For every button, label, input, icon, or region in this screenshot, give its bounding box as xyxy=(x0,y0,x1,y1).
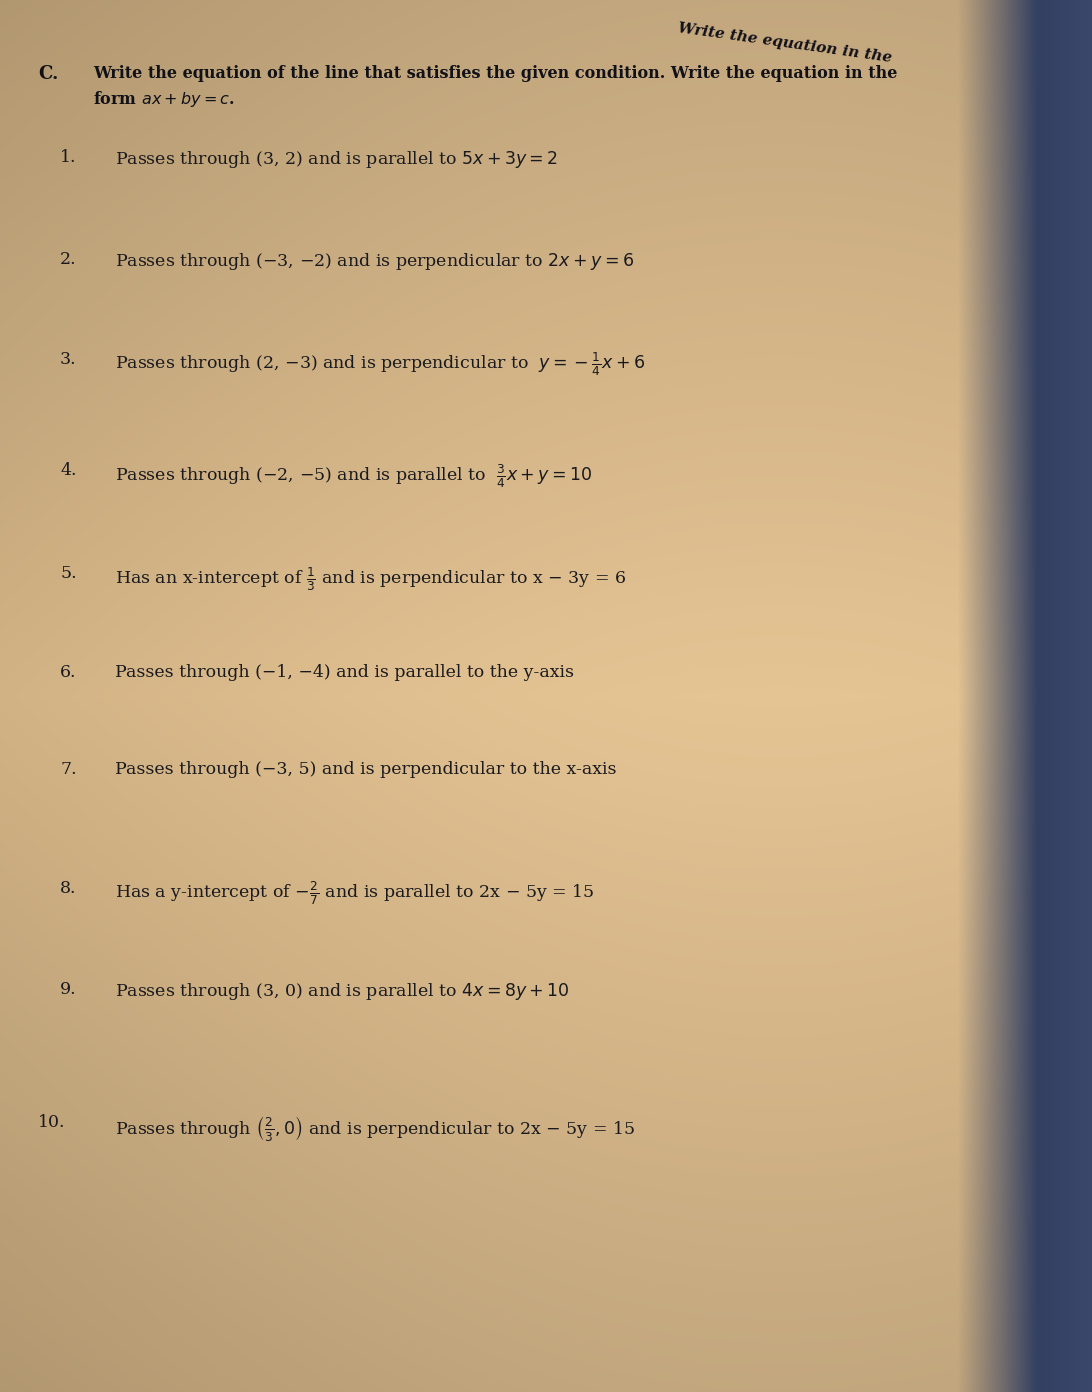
Text: Write the equation in the: Write the equation in the xyxy=(677,21,893,65)
Text: 8.: 8. xyxy=(60,880,76,896)
Text: 2.: 2. xyxy=(60,251,76,267)
Text: Passes through (−2, −5) and is parallel to  $\frac{3}{4}x + y = 10$: Passes through (−2, −5) and is parallel … xyxy=(115,462,592,490)
Text: 5.: 5. xyxy=(60,565,76,582)
Text: 3.: 3. xyxy=(60,351,76,367)
Text: 6.: 6. xyxy=(60,664,76,681)
Text: Write the equation of the line that satisfies the given condition. Write the equ: Write the equation of the line that sati… xyxy=(93,65,898,82)
Text: 9.: 9. xyxy=(60,981,76,998)
Text: Passes through (3, 2) and is parallel to $5x + 3y = 2$: Passes through (3, 2) and is parallel to… xyxy=(115,149,558,170)
Text: Passes through (3, 0) and is parallel to $4x = 8y + 10$: Passes through (3, 0) and is parallel to… xyxy=(115,981,570,1002)
Text: Passes through (−3, −2) and is perpendicular to $2x + y = 6$: Passes through (−3, −2) and is perpendic… xyxy=(115,251,633,271)
Text: Passes through (−3, 5) and is perpendicular to the x-axis: Passes through (−3, 5) and is perpendicu… xyxy=(115,761,616,778)
Text: Passes through (−1, −4) and is parallel to the y-axis: Passes through (−1, −4) and is parallel … xyxy=(115,664,573,681)
Text: 1.: 1. xyxy=(60,149,76,166)
Text: Passes through $\left(\frac{2}{3}, 0\right)$ and is perpendicular to 2x − 5y = 1: Passes through $\left(\frac{2}{3}, 0\rig… xyxy=(115,1114,634,1143)
Text: form $ax + by = c$.: form $ax + by = c$. xyxy=(93,89,235,109)
Text: Passes through (2, −3) and is perpendicular to  $y = -\frac{1}{4}x + 6$: Passes through (2, −3) and is perpendicu… xyxy=(115,351,644,379)
Text: C.: C. xyxy=(38,65,59,84)
Text: Has a y-intercept of −$\frac{2}{7}$ and is parallel to 2x − 5y = 15: Has a y-intercept of −$\frac{2}{7}$ and … xyxy=(115,880,594,908)
Text: 10.: 10. xyxy=(38,1114,66,1130)
Text: 4.: 4. xyxy=(60,462,76,479)
Text: 7.: 7. xyxy=(60,761,76,778)
Text: Has an x-intercept of $\frac{1}{3}$ and is perpendicular to x − 3y = 6: Has an x-intercept of $\frac{1}{3}$ and … xyxy=(115,565,626,593)
